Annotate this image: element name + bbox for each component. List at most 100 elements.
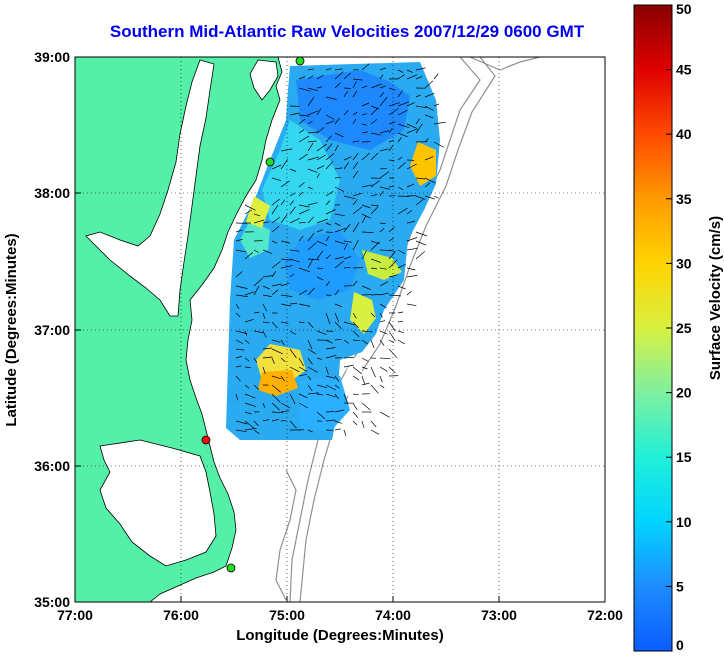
velocity-arrow (361, 357, 369, 362)
velocity-arrow (262, 285, 270, 290)
velocity-arrow (289, 393, 296, 405)
velocity-arrow (361, 285, 372, 291)
velocity-arrow (415, 67, 426, 71)
velocity-arrow (343, 72, 352, 80)
velocity-arrow (325, 143, 333, 152)
velocity-arrow (307, 131, 319, 134)
velocity-arrow (298, 373, 308, 377)
velocity-arrow (370, 105, 380, 110)
velocity-arrow (244, 252, 254, 260)
velocity-arrow (379, 130, 390, 134)
velocity-arrow (361, 63, 370, 71)
velocity-arrow (370, 429, 380, 435)
velocity-arrow (415, 105, 428, 109)
velocity-arrow (388, 274, 398, 278)
velocity-arrow (325, 135, 332, 143)
velocity-arrow (361, 102, 370, 107)
velocity-arrow (406, 210, 413, 215)
velocity-arrow (316, 108, 322, 116)
velocity-arrow (424, 80, 434, 89)
velocity-arrow (370, 267, 377, 270)
velocity-arrow (262, 303, 267, 312)
velocity-arrow (316, 240, 328, 246)
velocity-arrow (370, 107, 378, 116)
velocity-arrow (280, 303, 292, 307)
velocity-arrow (352, 206, 363, 215)
velocity-arrow (397, 137, 402, 143)
velocity-arrow (253, 249, 259, 253)
velocity-arrow (244, 384, 250, 389)
velocity-arrow (352, 375, 360, 381)
station-marker (295, 56, 305, 66)
velocity-arrow (262, 419, 270, 422)
chesapeake-bay (85, 59, 215, 317)
velocity-arrow (406, 183, 415, 188)
velocity-arrow (370, 193, 378, 197)
map-title: Southern Mid-Atlantic Raw Velocities 200… (109, 22, 585, 41)
velocity-arrow (343, 195, 356, 200)
velocity-arrow (379, 167, 387, 170)
velocity-arrow (289, 348, 297, 359)
velocity-arrow (271, 411, 284, 414)
velocity-arrow (352, 170, 359, 179)
velocity-arrow (280, 240, 291, 244)
velocity-arrow (235, 339, 243, 344)
velocity-arrow (370, 119, 378, 125)
velocity-arrow (325, 366, 329, 375)
velocity-arrow (307, 232, 315, 242)
velocity-arrow (406, 237, 418, 242)
velocity-arrow (406, 69, 413, 73)
velocity-arrow (424, 114, 434, 119)
velocity-arrow (388, 159, 395, 161)
velocity-arrow (289, 303, 297, 305)
velocity-arrow (397, 339, 405, 345)
velocity-arrow (298, 204, 310, 208)
velocity-arrow (244, 427, 257, 431)
velocity-arrow (325, 419, 336, 422)
velocity-arrow (280, 321, 289, 324)
velocity-arrow (406, 102, 415, 107)
velocity-arrow (361, 113, 368, 116)
velocity-arrow (235, 271, 243, 278)
velocity-arrow (433, 103, 440, 107)
velocity-arrow (307, 258, 314, 269)
velocity-arrow (298, 366, 308, 372)
velocity-arrow (280, 420, 287, 422)
velocity-arrow (334, 82, 341, 89)
velocity-arrow (244, 411, 252, 415)
velocity-arrow (388, 102, 400, 107)
x-tick-label: 72:00 (587, 607, 623, 623)
velocity-arrow (316, 384, 328, 389)
velocity-arrow (325, 347, 336, 350)
velocity-arrow (271, 216, 281, 224)
velocity-arrow (379, 96, 388, 107)
velocity-arrow (361, 213, 371, 219)
velocity-arrow (370, 180, 380, 188)
velocity-arrow (406, 74, 418, 80)
velocity-arrow (334, 420, 343, 424)
velocity-arrow (298, 357, 304, 367)
velocity-vectors (235, 63, 446, 436)
velocity-arrow (343, 256, 352, 260)
x-tick-label: 74:00 (375, 607, 411, 623)
velocity-arrow (325, 254, 331, 260)
velocity-arrow (271, 283, 282, 287)
velocity-arrow (343, 240, 353, 243)
velocity-arrow (244, 318, 254, 323)
velocity-arrow (379, 249, 392, 251)
velocity-arrow (307, 242, 317, 251)
velocity-arrow (388, 185, 395, 188)
velocity-arrow (298, 303, 311, 307)
velocity-arrow (379, 375, 383, 383)
velocity-arrow (298, 87, 311, 92)
velocity-arrow (415, 177, 426, 180)
velocity-arrow (298, 267, 311, 273)
velocity-arrow (433, 195, 439, 199)
velocity-arrow (307, 339, 313, 350)
velocity-arrow (316, 393, 323, 396)
velocity-arrow (316, 143, 327, 152)
velocity-arrow (406, 247, 418, 251)
velocity-arrow (343, 357, 354, 359)
velocity-arrow (361, 215, 367, 224)
velocity-arrow (280, 159, 288, 170)
